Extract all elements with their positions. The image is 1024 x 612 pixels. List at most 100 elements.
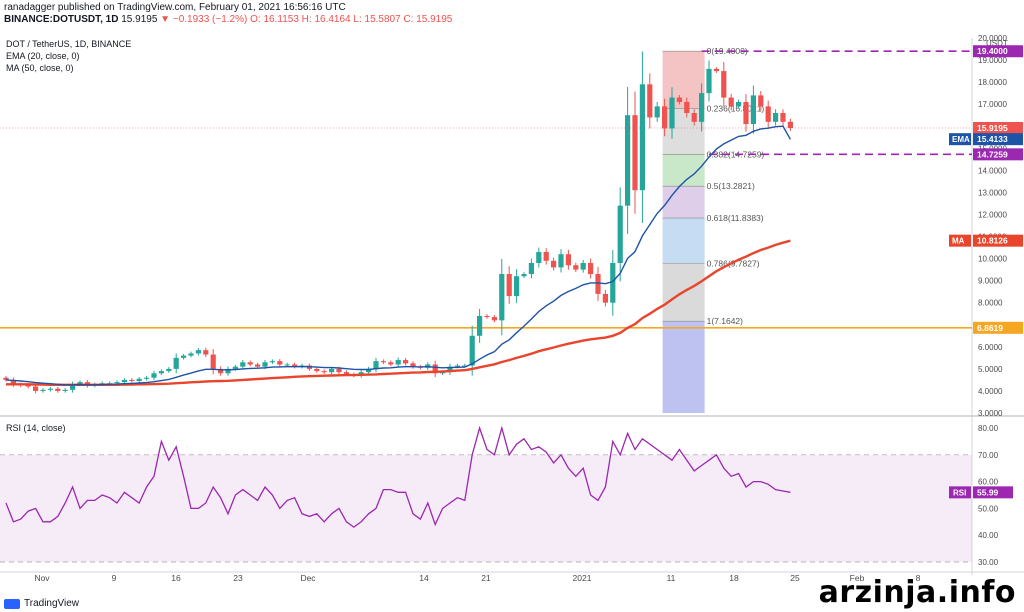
rsi-tag-value: 55.99 — [977, 487, 999, 497]
price-tag-ma-prefix-bg — [949, 234, 971, 247]
tradingview-logo[interactable]: TradingView — [4, 598, 79, 609]
legend-rsi: RSI (14, close) — [6, 423, 66, 433]
candle-body — [240, 362, 246, 367]
price-tag-ma-prefix: MA — [952, 237, 965, 246]
candle-body — [314, 368, 320, 372]
candle-body — [787, 121, 793, 128]
price-tick-label: 9.0000 — [978, 277, 1003, 286]
fib-extension-zone — [662, 321, 705, 413]
candle-body — [691, 113, 697, 122]
time-tick-label: 2021 — [573, 573, 592, 583]
price-tag-ema-prefix-bg — [949, 133, 971, 146]
candle-body — [203, 350, 209, 355]
candle-body — [610, 263, 616, 303]
price-tick-label: 10.0000 — [978, 255, 1007, 264]
change: ▼ −0.1933 (−1.2%) — [160, 14, 248, 25]
candle-body — [639, 84, 645, 191]
candle-body — [255, 364, 261, 367]
price-tag-ema-prefix: EMA — [952, 135, 970, 144]
price-tag-support-bg — [973, 321, 1023, 334]
candle-body — [166, 368, 172, 372]
candle-body — [33, 386, 39, 391]
price-tick-label: 17.0000 — [978, 100, 1007, 109]
candle-body — [173, 357, 179, 369]
fib-level-label: 0(19.4000) — [707, 46, 748, 56]
price-tick-label: 18.0000 — [978, 78, 1007, 87]
price-tag-level: 14.7259 — [977, 149, 1008, 159]
candle-body — [292, 364, 298, 367]
candle-body — [388, 362, 394, 365]
candle-body — [329, 368, 335, 373]
price-tag-last-bg — [973, 122, 1023, 134]
candle-body — [506, 274, 512, 297]
time-tick-label: 16 — [171, 573, 181, 583]
candle-body — [699, 93, 705, 122]
candle-body — [536, 251, 542, 263]
ma-50-line — [6, 239, 791, 386]
fib-zone — [662, 51, 705, 109]
candle-body — [462, 365, 468, 367]
candle-body — [343, 372, 349, 375]
ema-20-line — [5, 125, 792, 386]
candle-body — [595, 274, 601, 294]
high-value: H: 16.4164 — [301, 14, 351, 25]
time-tick-label: 21 — [481, 573, 491, 583]
candle-body — [721, 71, 727, 98]
rsi-tick-label: 70.00 — [978, 451, 999, 460]
low-value: L: 15.5807 — [353, 14, 401, 25]
candle-body — [373, 361, 379, 369]
price-tick-label: 4.0000 — [978, 387, 1003, 396]
candle-body — [321, 371, 327, 373]
price-tag-level-bg — [973, 148, 1023, 161]
candle-body — [454, 365, 460, 367]
price-tag-top-bg — [973, 45, 1023, 58]
symbol: BINANCE:DOTUSDT, 1D — [4, 14, 119, 25]
candle-body — [269, 361, 275, 363]
price-tick-label: 13.0000 — [978, 188, 1007, 197]
candle-body — [70, 384, 76, 390]
close-value: C: 15.9195 — [403, 14, 453, 25]
candle-body — [55, 388, 61, 391]
candle-body — [676, 97, 682, 102]
candle-body — [558, 254, 564, 268]
candle-body — [647, 84, 653, 118]
price-tag-support: 6.8619 — [977, 323, 1003, 333]
watermark: arzinja.info — [818, 575, 1016, 610]
candle-body — [477, 315, 483, 336]
fib-level-label: 0.5(13.2821) — [707, 181, 755, 191]
candle-body — [469, 335, 475, 366]
legend-ma: MA (50, close, 0) — [6, 63, 74, 73]
candle-body — [210, 354, 216, 369]
candle-body — [491, 317, 497, 321]
candle-body — [62, 389, 68, 391]
candle-body — [662, 106, 668, 129]
time-tick-label: 14 — [419, 573, 429, 583]
candle-body — [410, 363, 416, 367]
candle-body — [543, 251, 549, 261]
candle-body — [129, 379, 135, 382]
price-tick-label: 14.0000 — [978, 166, 1007, 175]
ohlc-line: BINANCE:DOTUSDT, 1D 15.9195 ▼ −0.1933 (−… — [4, 14, 452, 25]
last-price: 15.9195 — [121, 14, 158, 25]
candle-body — [736, 101, 742, 107]
candle-body — [447, 366, 453, 373]
rsi-tag-bg — [973, 486, 1013, 499]
candle-body — [3, 377, 9, 380]
candle-body — [218, 368, 224, 374]
fib-level-label: 0.618(11.8383) — [707, 213, 764, 223]
price-tag-ma: 10.8126 — [977, 236, 1008, 246]
candle-body — [602, 293, 608, 303]
candle-body — [632, 115, 638, 191]
rsi-band — [0, 454, 972, 562]
candle-body — [728, 97, 734, 107]
candle-body — [440, 372, 446, 374]
candle-body — [521, 274, 527, 277]
rsi-line — [5, 425, 791, 528]
candle-body — [262, 362, 268, 367]
candle-body — [380, 361, 386, 363]
candle-body — [684, 101, 690, 113]
tradingview-icon — [4, 598, 20, 609]
candle-body — [151, 373, 157, 378]
rsi-tick-label: 80.00 — [978, 424, 999, 433]
